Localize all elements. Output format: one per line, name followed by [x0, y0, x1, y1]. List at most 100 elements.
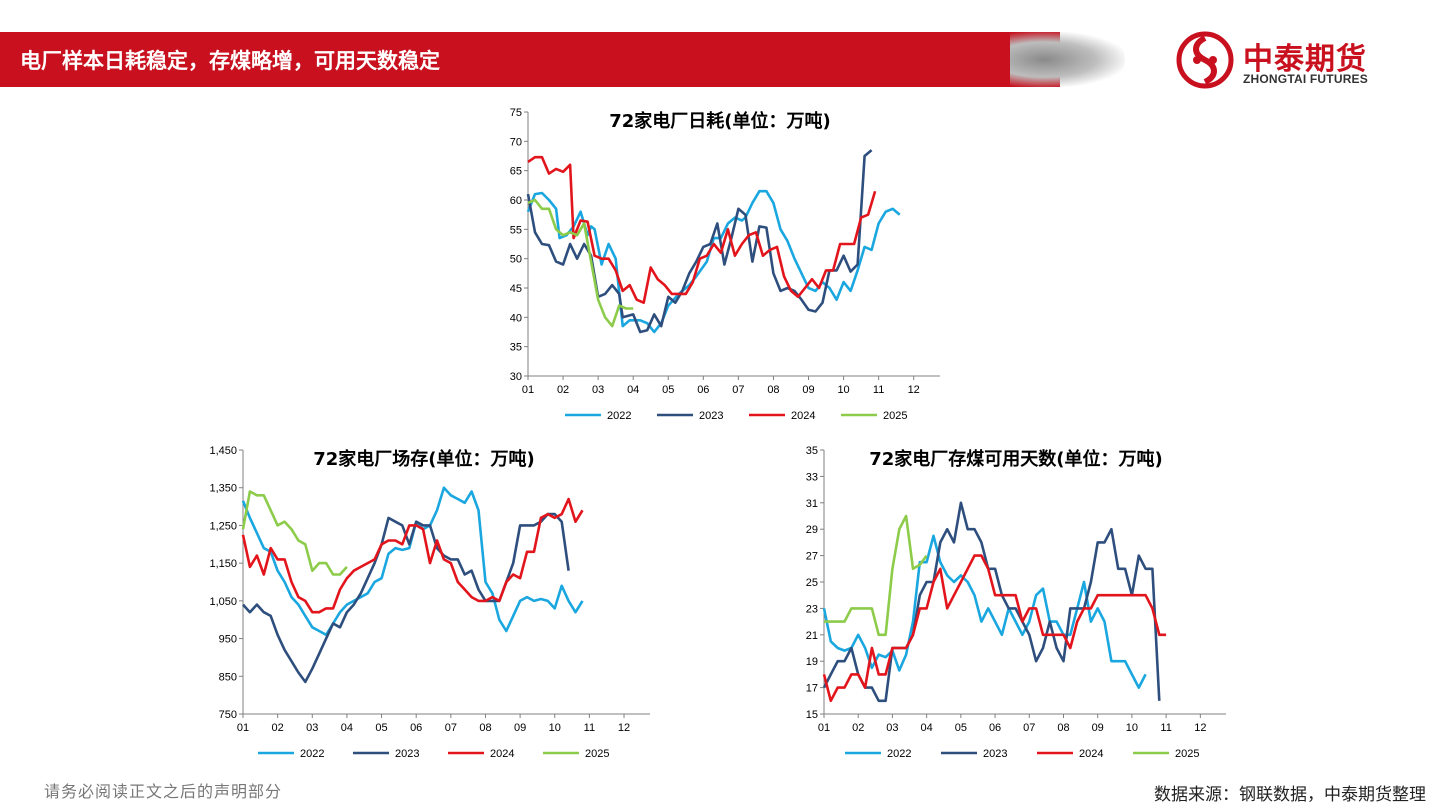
x-tick-label: 11: [873, 384, 884, 396]
x-tick-label: 04: [921, 722, 933, 734]
y-tick-label: 850: [219, 671, 237, 683]
legend-label-2023: 2023: [395, 748, 419, 760]
series-line-2024: [822, 554, 1167, 703]
chart-title: 72家电厂日耗(单位：万吨): [609, 110, 831, 132]
chart-svg: 750 850 950 1,050 1,150 1,250 1,350 1,450 01 02 03…: [209, 445, 650, 760]
x-tick-label: 12: [618, 722, 630, 734]
y-tick-label: 33: [806, 471, 818, 483]
legend-label-2025: 2025: [1175, 748, 1199, 760]
x-tick-label: 02: [557, 384, 569, 396]
series-line-2022: [241, 486, 584, 637]
y-tick-label: 45: [510, 283, 522, 295]
x-tick-label: 05: [375, 722, 387, 734]
series-line-2022: [526, 189, 901, 334]
y-tick-label: 29: [806, 524, 818, 536]
y-tick-label: 17: [806, 683, 818, 695]
x-tick-label: 03: [886, 722, 898, 734]
chart-svg: 30 35 40 45 50 55 60 65 70 75 01 02 03 04 05 06 07 08 09 10…: [510, 107, 940, 422]
series-line-2025: [241, 490, 348, 576]
x-tick-label: 10: [1126, 722, 1138, 734]
y-tick-label: 750: [219, 709, 237, 721]
y-tick-label: 1,250: [209, 520, 237, 532]
y-tick-label: 1,050: [209, 596, 237, 608]
x-tick-label: 03: [306, 722, 318, 734]
x-tick-label: 07: [732, 384, 744, 396]
x-tick-label: 07: [445, 722, 457, 734]
chart-daily-consumption: 30 35 40 45 50 55 60 65 70 75 01 02 03 04 05 06 07 08 09 10…: [480, 100, 950, 430]
y-tick-label: 55: [510, 224, 522, 236]
x-tick-label: 09: [514, 722, 526, 734]
chart-available-days: 15 17 19 21 23 25 27 29 31 33 35 01 02 03 04 05 06 07 08 09…: [775, 438, 1235, 768]
y-tick-label: 75: [510, 107, 522, 119]
logo-text-en: ZHONGTAI FUTURES: [1243, 72, 1368, 86]
y-tick-label: 23: [806, 603, 818, 615]
y-tick-label: 35: [806, 445, 818, 457]
legend-label-2025: 2025: [883, 410, 907, 422]
legend-label-2023: 2023: [699, 410, 723, 422]
x-tick-label: 06: [989, 722, 1001, 734]
x-tick-label: 11: [584, 722, 595, 734]
brand-logo: 中泰期货 ZHONGTAI FUTURES: [1175, 30, 1425, 90]
y-tick-label: 1,450: [209, 445, 237, 457]
y-tick-label: 50: [510, 254, 522, 266]
x-tick-label: 08: [1057, 722, 1069, 734]
y-tick-label: 65: [510, 166, 522, 178]
series-line-2024: [241, 497, 584, 614]
data-source-text: 数据来源：钢联数据，中泰期货整理: [1154, 785, 1426, 805]
x-tick-label: 09: [1092, 722, 1104, 734]
x-tick-label: 03: [592, 384, 604, 396]
legend-label-2023: 2023: [983, 748, 1007, 760]
x-tick-label: 08: [479, 722, 491, 734]
x-tick-label: 05: [955, 722, 967, 734]
y-tick-label: 1,350: [209, 483, 237, 495]
y-tick-label: 35: [510, 342, 522, 354]
y-tick-label: 30: [510, 371, 522, 383]
chart-title: 72家电厂存煤可用天数(单位：万吨): [869, 448, 1163, 470]
series-line-2025: [527, 198, 634, 328]
logo-text-cn: 中泰期货: [1243, 42, 1367, 77]
x-tick-label: 11: [1160, 722, 1171, 734]
x-tick-label: 02: [852, 722, 864, 734]
y-tick-label: 950: [219, 634, 237, 646]
x-tick-label: 01: [522, 384, 534, 396]
y-tick-label: 27: [806, 551, 818, 563]
y-tick-label: 21: [806, 630, 818, 642]
disclaimer-text: 请务必阅读正文之后的声明部分: [44, 782, 283, 801]
y-tick-label: 15: [806, 709, 818, 721]
x-tick-label: 04: [627, 384, 639, 396]
x-tick-label: 07: [1023, 722, 1035, 734]
header-banner: [0, 32, 1060, 87]
chart-inventory: 750 850 950 1,050 1,150 1,250 1,350 1,450 01 02 03…: [190, 438, 660, 768]
y-tick-label: 70: [510, 136, 522, 148]
x-tick-label: 06: [410, 722, 422, 734]
x-tick-label: 06: [697, 384, 709, 396]
series-line-2023: [526, 149, 873, 334]
legend-label-2022: 2022: [300, 748, 324, 760]
y-tick-label: 1,150: [209, 558, 237, 570]
legend-label-2025: 2025: [585, 748, 609, 760]
legend-label-2024: 2024: [490, 748, 514, 760]
x-tick-label: 12: [908, 384, 920, 396]
x-tick-label: 05: [662, 384, 674, 396]
y-tick-label: 31: [806, 498, 818, 510]
series-line-2024: [527, 155, 877, 304]
chart-title: 72家电厂场存(单位：万吨): [313, 448, 535, 470]
page-title: 电厂样本日耗稳定，存煤略增，可用天数稳定: [20, 49, 440, 73]
x-tick-label: 08: [767, 384, 779, 396]
y-tick-label: 19: [806, 656, 818, 668]
x-tick-label: 10: [837, 384, 849, 396]
series-line-2022: [822, 534, 1147, 689]
legend-label-2024: 2024: [1079, 748, 1103, 760]
x-tick-label: 10: [549, 722, 561, 734]
x-tick-label: 01: [818, 722, 830, 734]
y-tick-label: 25: [806, 577, 818, 589]
y-tick-label: 40: [510, 312, 522, 324]
y-tick-label: 60: [510, 195, 522, 207]
x-tick-label: 04: [341, 722, 353, 734]
banner-shadow: [1010, 32, 1125, 87]
legend-label-2022: 2022: [607, 410, 631, 422]
x-tick-label: 12: [1194, 722, 1206, 734]
zhongtai-logo-icon: [1176, 31, 1234, 89]
legend-label-2022: 2022: [887, 748, 911, 760]
x-tick-label: 09: [802, 384, 814, 396]
